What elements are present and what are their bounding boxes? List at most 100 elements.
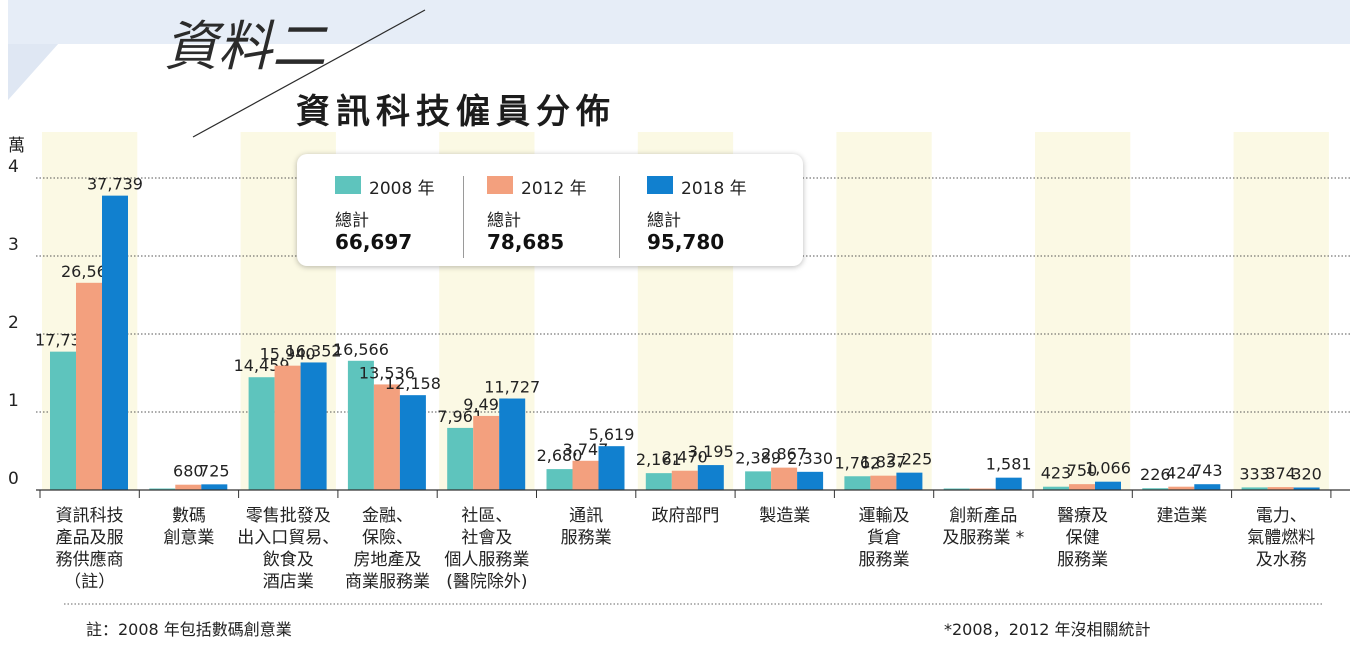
bar-2012年-11	[1168, 486, 1195, 490]
legend-total-label: 總計	[335, 211, 369, 231]
bar-2008年-12	[1241, 487, 1268, 490]
x-category-label: 電力、氣體燃料及水務	[1247, 506, 1315, 570]
bar-2008年-2	[248, 377, 275, 490]
x-category-label-line: 社會及	[461, 528, 512, 548]
legend-year: 2018 年	[681, 179, 747, 199]
x-category-label: 創新產品及服務業 *	[942, 506, 1024, 548]
data-label: 2,470	[662, 448, 708, 467]
x-category-label-line: 數碼	[172, 506, 206, 526]
data-label: 1,581	[986, 455, 1032, 474]
legend-total-value: 78,685	[487, 230, 565, 254]
x-category-label: 零售批發及出入口貿易、飲食及酒店業	[237, 506, 339, 592]
bar-2008年-8	[844, 476, 871, 490]
data-label: 16,352	[286, 341, 342, 360]
x-category-label: 通訊服務業	[561, 506, 612, 548]
x-category-label-line: 服務業	[561, 528, 612, 548]
x-category-label-line: 房地產及	[354, 550, 422, 570]
bar-2008年-5	[546, 469, 573, 490]
x-category-label: 政府部門	[651, 506, 719, 526]
bar-2018年-12	[1293, 487, 1320, 490]
legend-total-label: 總計	[487, 211, 521, 231]
x-category-label-line: 金融、	[362, 506, 413, 526]
x-category-label-line: 飲食及	[263, 550, 314, 570]
x-category-label: 數碼創意業	[163, 506, 214, 548]
bar-2018年-3	[399, 395, 426, 490]
bar-2008年-7	[745, 471, 772, 490]
x-category-label-line: 製造業	[759, 506, 810, 526]
legend-year: 2012 年	[521, 179, 587, 199]
bar-2012年-8	[870, 475, 897, 490]
legend-swatch	[647, 176, 673, 194]
bar-2008年-4	[447, 427, 474, 490]
bar-2012年-0	[76, 282, 102, 490]
footnote-left: 註：2008 年包括數碼創意業	[86, 620, 292, 639]
data-label: 423	[1041, 464, 1072, 483]
data-label: 2,680	[537, 446, 583, 465]
bar-empty	[149, 488, 176, 490]
x-category-label-line: 及服務業 *	[942, 528, 1024, 548]
y-tick-label: 3	[8, 235, 19, 255]
data-label: 2,389	[735, 448, 781, 467]
bar-2008年-0	[50, 351, 76, 490]
y-tick-label: 0	[8, 469, 19, 489]
x-category-label-line: 服務業	[859, 550, 910, 570]
bar-2012年-1	[175, 484, 202, 490]
x-category-label-line: (醫院除外)	[446, 572, 527, 592]
bar-2018年-9	[995, 477, 1022, 490]
legend-divider	[619, 176, 620, 258]
data-label: 16,566	[333, 340, 389, 359]
legend-year: 2008 年	[369, 179, 435, 199]
x-category-label-line: 創新產品	[949, 506, 1017, 526]
x-category-label-line: 零售批發及	[246, 506, 331, 526]
bar-2012年-7	[771, 467, 798, 490]
x-category-label-line: 保健	[1066, 528, 1100, 548]
data-label: 15,940	[260, 345, 316, 364]
bar-2018年-7	[797, 471, 824, 490]
bar-2012年-3	[373, 384, 400, 490]
bar-2018年-11	[1194, 484, 1221, 490]
bar-2018年-4	[499, 398, 526, 490]
data-label: 37,739	[87, 175, 143, 194]
x-category-label-line: 酒店業	[263, 572, 314, 592]
x-category-label-line: 資訊科技	[56, 506, 124, 526]
data-label: 725	[199, 461, 230, 480]
bar-2008年-6	[645, 473, 672, 490]
data-label: 2,867	[761, 445, 807, 464]
x-category-label-line: 創意業	[163, 528, 214, 548]
x-category-label-line: 服務業	[1057, 550, 1108, 570]
data-label: 2,225	[886, 450, 932, 469]
data-label: 320	[1291, 465, 1322, 484]
y-tick-label: 4	[8, 157, 19, 177]
x-category-label-line: 產品及服	[56, 528, 124, 548]
header-band-corner	[8, 44, 58, 100]
bar-2018年-1	[201, 484, 228, 490]
x-category-label-line: 貨倉	[867, 528, 901, 548]
x-category-label-line: 政府部門	[651, 506, 719, 526]
category-band	[1233, 132, 1329, 490]
data-label: 9,497	[463, 395, 509, 414]
category-band	[836, 132, 932, 490]
page-title: 資訊科技僱員分佈	[296, 92, 616, 132]
legend: 2008 年 總計 66,697 2012 年 總計 78,685 2018 年…	[297, 154, 803, 266]
bar-2018年-10	[1095, 481, 1121, 490]
data-label: 743	[1192, 461, 1223, 480]
x-category-label-line: 社區、	[461, 506, 512, 526]
x-category-label: 社區、社會及個人服務業(醫院除外)	[444, 506, 529, 592]
legend-total-label: 總計	[647, 211, 681, 231]
bar-2008年-3	[347, 360, 374, 490]
legend-swatch	[487, 176, 513, 194]
section-label: 資料二	[164, 15, 326, 78]
bar-2018年-0	[102, 195, 128, 490]
bar-2012年-10	[1069, 484, 1095, 490]
x-category-label: 建造業	[1156, 506, 1207, 526]
data-label: 3,195	[688, 442, 734, 461]
data-label: 5,619	[589, 425, 635, 444]
y-tick-label: 2	[8, 313, 19, 333]
x-category-label-line: 出入口貿易、	[237, 528, 339, 548]
bar-2012年-4	[473, 415, 500, 490]
x-category-label-line: 保險、	[362, 528, 413, 548]
bar-2012年-6	[671, 470, 698, 490]
title-diagonal-line	[192, 9, 426, 138]
